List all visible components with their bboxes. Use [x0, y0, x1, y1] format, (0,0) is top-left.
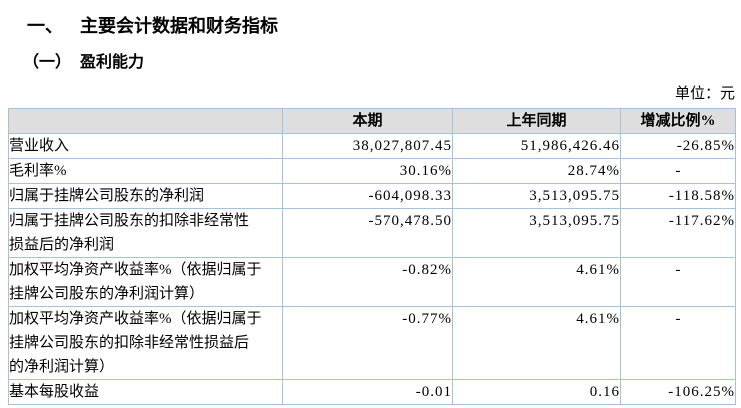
- table-row: 归属于挂牌公司股东的扣除非经常性 损益后的净利润 -570,478.50 3,513…: [8, 208, 736, 258]
- table-row: 加权平均净资产收益率%（依据归属于 挂牌公司股东的扣除非经常性损益后 的净利润计…: [8, 306, 736, 380]
- indicator-label: 基本每股收益: [8, 379, 283, 405]
- prior-period-value: 3,513,095.75: [452, 183, 621, 209]
- prior-period-value: 0.16: [452, 379, 621, 405]
- indicator-label: 加权平均净资产收益率%（依据归属于 挂牌公司股东的扣除非经常性损益后 的净利润计…: [8, 306, 283, 380]
- header-prior-period: 上年同期: [452, 108, 621, 134]
- prior-period-value: 4.61%: [452, 306, 621, 380]
- section-number: 一、: [27, 16, 63, 36]
- change-ratio-value: -: [620, 257, 736, 307]
- unit-label: 单位：元: [674, 86, 735, 102]
- indicator-label: 归属于挂牌公司股东的扣除非经常性 损益后的净利润: [8, 208, 283, 258]
- change-ratio-value: -106.25%: [620, 379, 736, 405]
- table-row: 营业收入 38,027,807.45 51,986,426.46 -26.85%: [8, 133, 736, 159]
- prior-period-value: 3,513,095.75: [452, 208, 621, 258]
- current-period-value: -0.01: [282, 379, 453, 405]
- table-row: 基本每股收益 -0.01 0.16 -106.25%: [8, 379, 736, 405]
- current-period-value: 30.16%: [282, 158, 453, 184]
- indicator-label: 加权平均净资产收益率%（依据归属于 挂牌公司股东的净利润计算）: [8, 257, 283, 307]
- financial-indicators-table: 本期 上年同期 增减比例% 营业收入 38,027,807.45 51,986,42…: [8, 108, 736, 405]
- change-ratio-value: -: [620, 306, 736, 380]
- subsection-heading: （一） 盈利能力: [23, 52, 144, 74]
- change-ratio-value: -: [620, 158, 736, 184]
- table-row: 毛利率% 30.16% 28.74% -: [8, 158, 736, 184]
- section-heading: 一、 主要会计数据和财务指标: [27, 14, 278, 38]
- prior-period-value: 51,986,426.46: [452, 133, 621, 159]
- table-body: 营业收入 38,027,807.45 51,986,426.46 -26.85% 毛利率…: [8, 133, 736, 405]
- indicator-label: 营业收入: [8, 133, 283, 159]
- current-period-value: -570,478.50: [282, 208, 453, 258]
- table-header-row: 本期 上年同期 增减比例%: [8, 108, 736, 134]
- indicator-label: 毛利率%: [8, 158, 283, 184]
- table-row: 加权平均净资产收益率%（依据归属于 挂牌公司股东的净利润计算） -0.82% 4.6…: [8, 257, 736, 307]
- change-ratio-value: -26.85%: [620, 133, 736, 159]
- change-ratio-value: -117.62%: [620, 208, 736, 258]
- table-row: 归属于挂牌公司股东的净利润 -604,098.33 3,513,095.75 -118…: [8, 183, 736, 209]
- current-period-value: -604,098.33: [282, 183, 453, 209]
- header-current-period: 本期: [282, 108, 453, 134]
- subsection-number: （一）: [23, 54, 72, 71]
- current-period-value: -0.82%: [282, 257, 453, 307]
- header-indicator-column: [8, 108, 283, 134]
- prior-period-value: 28.74%: [452, 158, 621, 184]
- prior-period-value: 4.61%: [452, 257, 621, 307]
- current-period-value: 38,027,807.45: [282, 133, 453, 159]
- indicator-label: 归属于挂牌公司股东的净利润: [8, 183, 283, 209]
- subsection-title: 盈利能力: [80, 54, 145, 71]
- current-period-value: -0.77%: [282, 306, 453, 380]
- header-change-ratio: 增减比例%: [620, 108, 736, 134]
- section-title: 主要会计数据和财务指标: [80, 16, 278, 36]
- change-ratio-value: -118.58%: [620, 183, 736, 209]
